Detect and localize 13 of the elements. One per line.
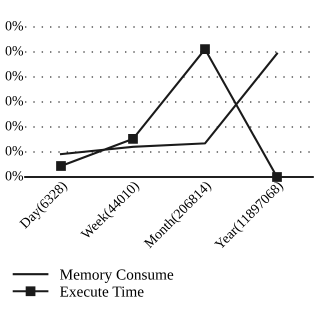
text: 0% xyxy=(6,21,24,31)
legend-label: Execute Time xyxy=(60,286,144,297)
legend-label: Memory Consume xyxy=(60,269,174,283)
text: 0% xyxy=(6,146,24,156)
text: 0% xyxy=(6,46,24,56)
text: 0% xyxy=(6,171,24,181)
text: 0% xyxy=(6,121,24,131)
text: 0% xyxy=(6,96,24,106)
point xyxy=(128,134,138,144)
text: 0% xyxy=(6,71,24,81)
point xyxy=(56,161,66,171)
point xyxy=(200,44,210,54)
point xyxy=(272,172,282,182)
